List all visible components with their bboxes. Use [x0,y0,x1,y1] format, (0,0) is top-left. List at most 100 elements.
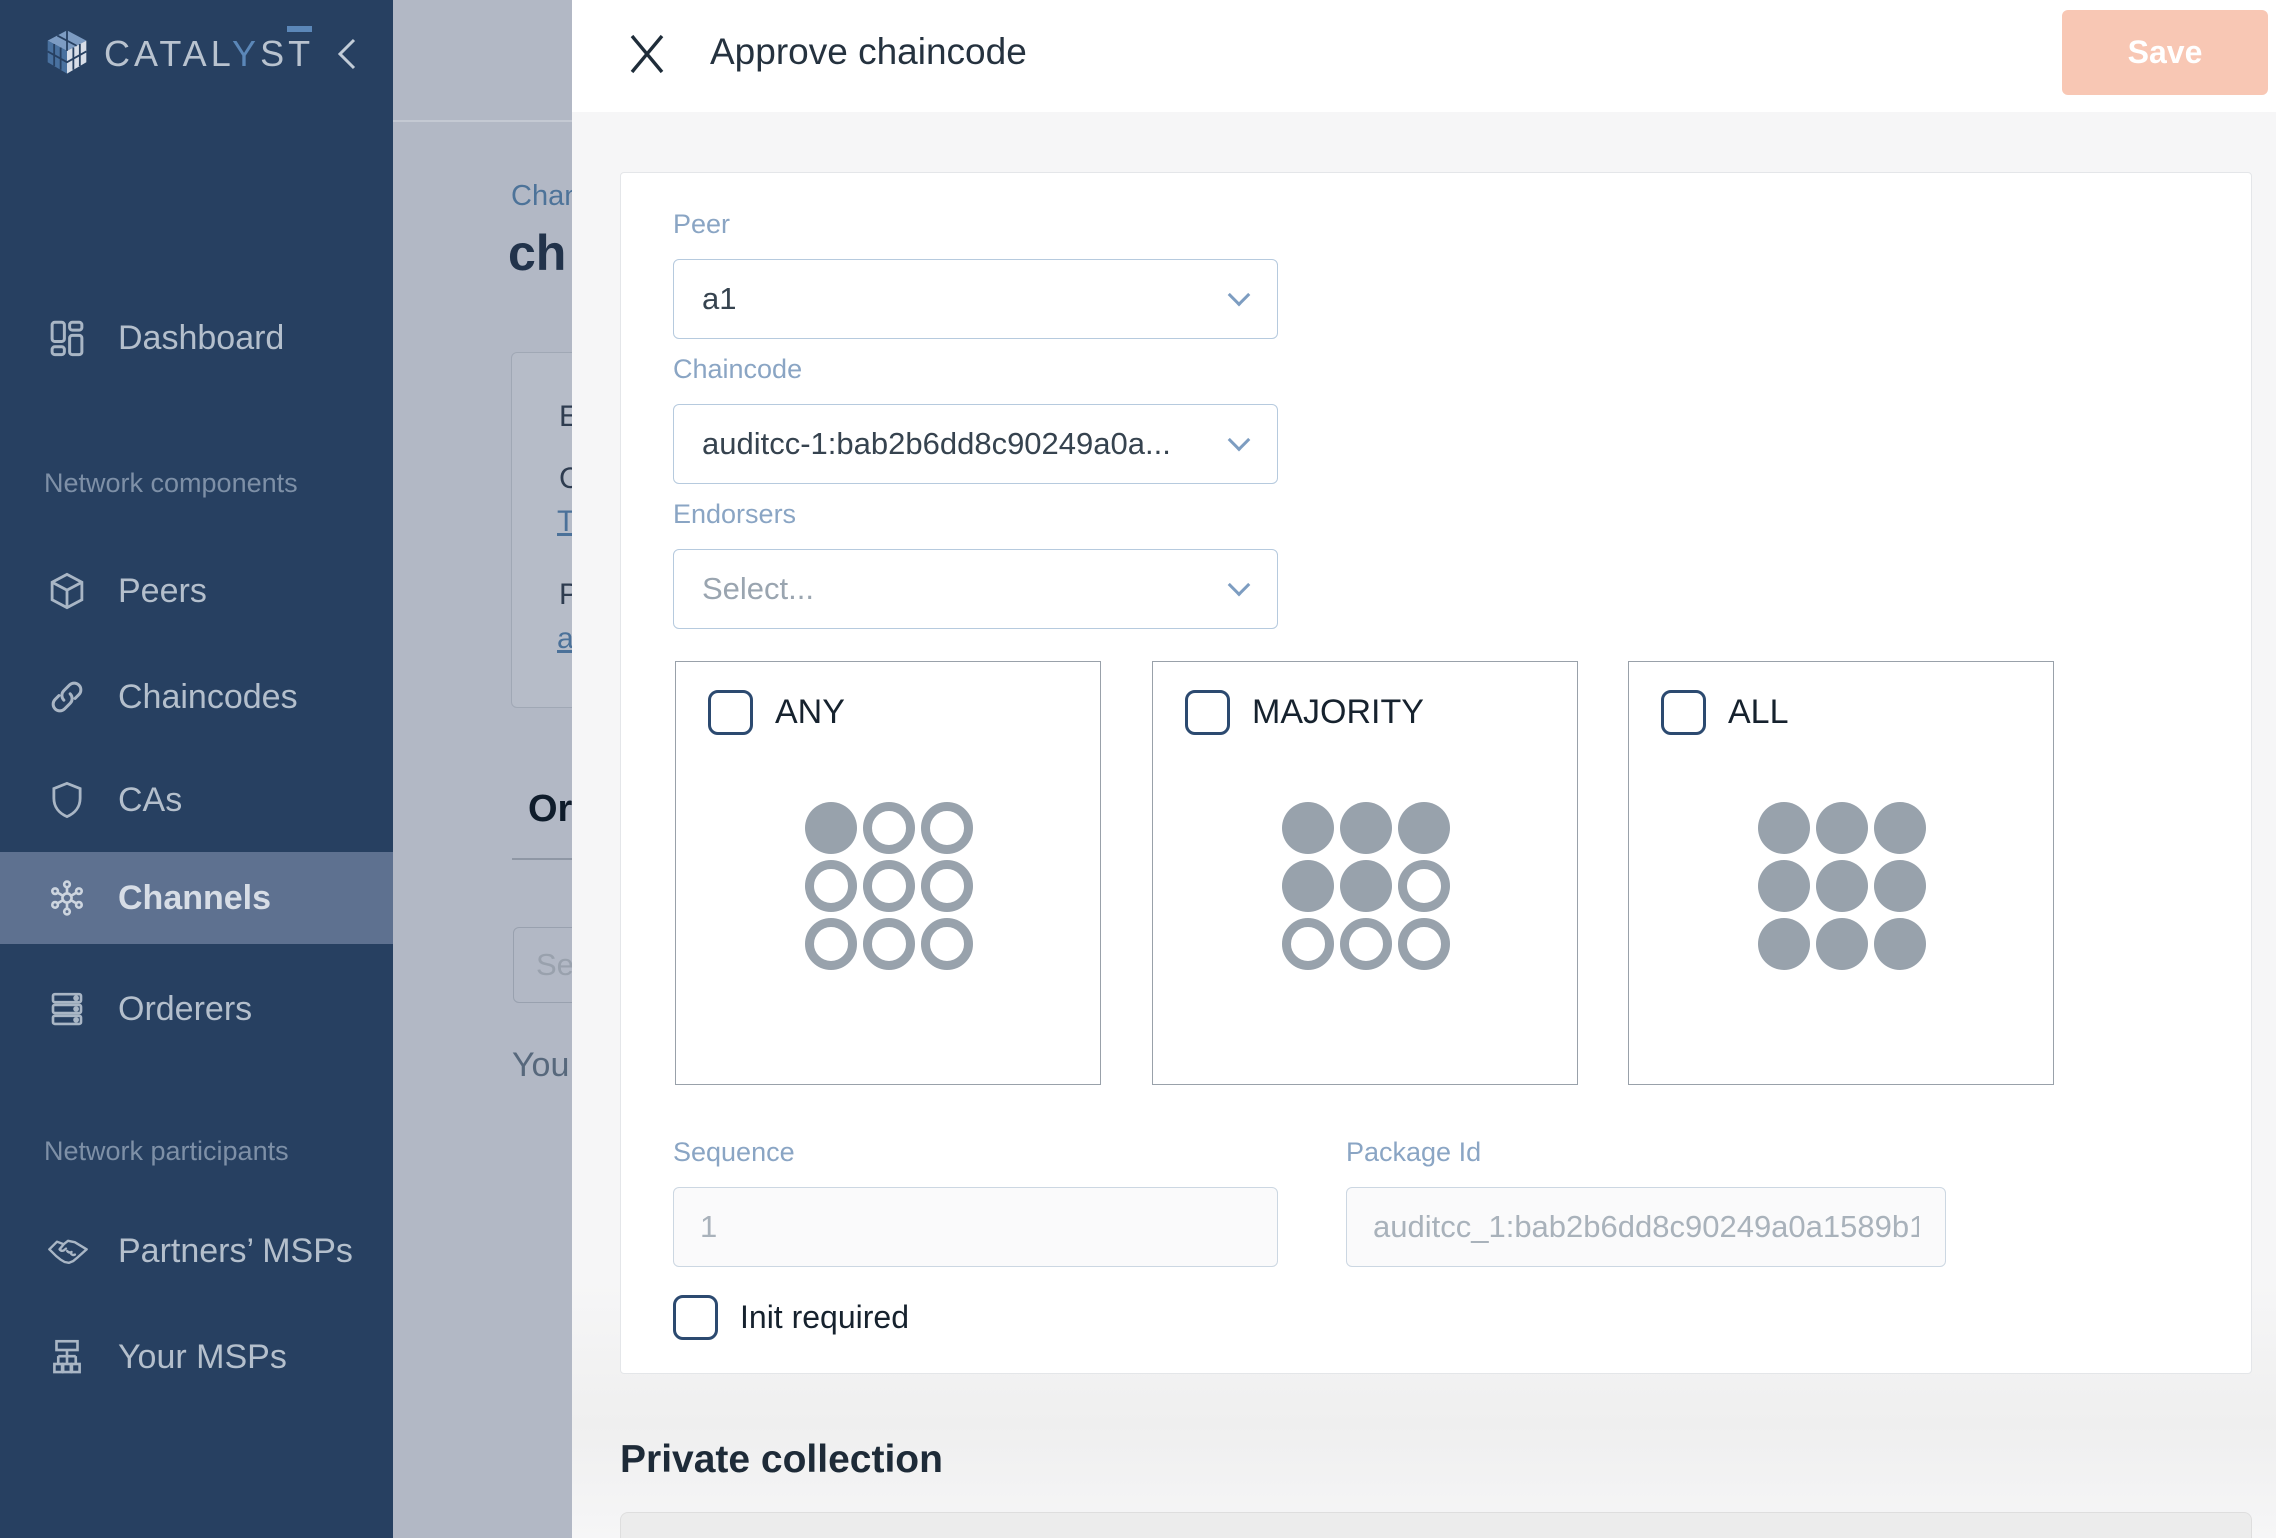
sidebar-item-channels[interactable]: Channels [0,852,393,944]
majority-checkbox[interactable] [1185,690,1230,735]
init-required-row: Init required [673,1295,909,1340]
chain-link-icon [46,676,88,718]
background-breadcrumb: Chan [511,180,572,212]
handshake-icon [46,1230,88,1272]
member-dot-outline [1398,860,1450,912]
policy-label: MAJORITY [1252,693,1424,731]
background-topbar-divider [393,120,572,122]
member-dot-filled [1758,860,1810,912]
policy-check-row: MAJORITY [1185,690,1424,735]
sidebar-section-network-participants: Network participants [44,1136,289,1166]
dashboard-icon [46,317,88,359]
policy-label: ALL [1728,693,1789,731]
background-info-card [511,352,572,708]
member-dot-filled [1282,802,1334,854]
all-checkbox[interactable] [1661,690,1706,735]
background-page-title: ch [508,225,567,281]
sidebar-item-peers[interactable]: Peers [0,545,393,637]
sidebar-item-cas[interactable]: CAs [0,754,393,846]
member-dot-filled [1874,802,1926,854]
sidebar-item-label: Channels [118,878,272,917]
save-button[interactable]: Save [2062,10,2268,95]
sequence-input[interactable] [673,1187,1278,1267]
sequence-label: Sequence [673,1137,795,1167]
chaincode-label: Chaincode [673,354,803,384]
chevron-down-icon [1227,573,1251,597]
sidebar-collapse-icon[interactable] [332,36,362,72]
endorsement-pattern-grid [1758,802,1926,970]
logo-wordmark: CATALYST [104,33,315,74]
cube-icon [46,570,88,612]
member-dot-filled [1758,918,1810,970]
chevron-down-icon [1227,283,1251,307]
member-dot-outline [921,918,973,970]
member-dot-filled [1816,918,1868,970]
sidebar-item-label: Orderers [118,989,253,1028]
endorsers-select-placeholder: Select... [702,571,814,606]
drawer-title: Approve chaincode [710,31,1027,72]
member-dot-outline [921,860,973,912]
background-card-link[interactable]: a [557,622,572,655]
peer-select[interactable]: a1 [673,259,1278,339]
approve-form-card: Peer a1 Chaincode auditcc-1:bab2b6dd8c90… [620,172,2252,1374]
init-required-checkbox[interactable] [673,1295,718,1340]
close-icon[interactable] [624,30,670,76]
background-card-text: C [559,462,572,495]
background-select[interactable]: Sel [513,927,572,1003]
approve-chaincode-drawer: Approve chaincode Save Peer a1 Chaincode… [572,0,2276,1538]
shield-icon [46,779,88,821]
policy-check-row: ANY [708,690,845,735]
network-molecule-icon [46,877,88,919]
chaincode-select[interactable]: auditcc-1:bab2b6dd8c90249a0a... [673,404,1278,484]
dimmed-background-page: Chan ch E C T P a Or Sel You [393,0,572,1538]
server-stack-icon [46,988,88,1030]
init-required-label: Init required [740,1299,909,1335]
sidebar-item-chaincodes[interactable]: Chaincodes [0,651,393,743]
policy-card-any[interactable]: ANY [675,661,1101,1085]
drawer-header: Approve chaincode Save [572,0,2276,112]
package-id-input[interactable] [1346,1187,1946,1267]
member-dot-filled [1340,860,1392,912]
any-checkbox[interactable] [708,690,753,735]
background-select-placeholder: Sel [536,947,572,982]
policy-check-row: ALL [1661,690,1789,735]
policy-card-majority[interactable]: MAJORITY [1152,661,1578,1085]
member-dot-filled [1816,802,1868,854]
drawer-body: Peer a1 Chaincode auditcc-1:bab2b6dd8c90… [572,112,2276,1538]
peer-label: Peer [673,209,731,239]
private-collection-card-top [620,1512,2252,1538]
background-section-heading: Or [528,788,572,830]
logo-row: CATALYST [0,0,393,120]
policy-card-all[interactable]: ALL [1628,661,2054,1085]
sidebar-item-partners-msps[interactable]: Partners’ MSPs [0,1205,393,1297]
member-dot-filled [1340,802,1392,854]
sidebar: CATALYST Dashboard Network components Pe… [0,0,393,1538]
background-note-text: You [512,1046,570,1084]
org-chart-icon [46,1336,88,1378]
member-dot-filled [805,802,857,854]
member-dot-outline [1340,918,1392,970]
sidebar-item-label: Peers [118,571,207,610]
background-card-link[interactable]: T [557,505,572,538]
member-dot-outline [863,802,915,854]
member-dot-outline [1282,918,1334,970]
sidebar-item-dashboard[interactable]: Dashboard [0,292,393,384]
member-dot-outline [805,860,857,912]
background-divider [512,858,572,860]
sidebar-item-label: Dashboard [118,318,285,357]
member-dot-filled [1398,802,1450,854]
member-dot-outline [921,802,973,854]
sidebar-item-your-msps[interactable]: Your MSPs [0,1311,393,1403]
background-card-text: E [559,400,572,433]
package-id-label: Package Id [1346,1137,1482,1167]
chaincode-select-value: auditcc-1:bab2b6dd8c90249a0a... [702,426,1171,461]
peer-select-value: a1 [702,281,737,316]
catalyst-cube-logo-icon [42,26,92,78]
member-dot-outline [863,860,915,912]
member-dot-filled [1874,918,1926,970]
sidebar-item-label: Chaincodes [118,677,298,716]
sidebar-item-orderers[interactable]: Orderers [0,963,393,1055]
endorsers-select[interactable]: Select... [673,549,1278,629]
private-collection-heading: Private collection [620,1438,943,1481]
